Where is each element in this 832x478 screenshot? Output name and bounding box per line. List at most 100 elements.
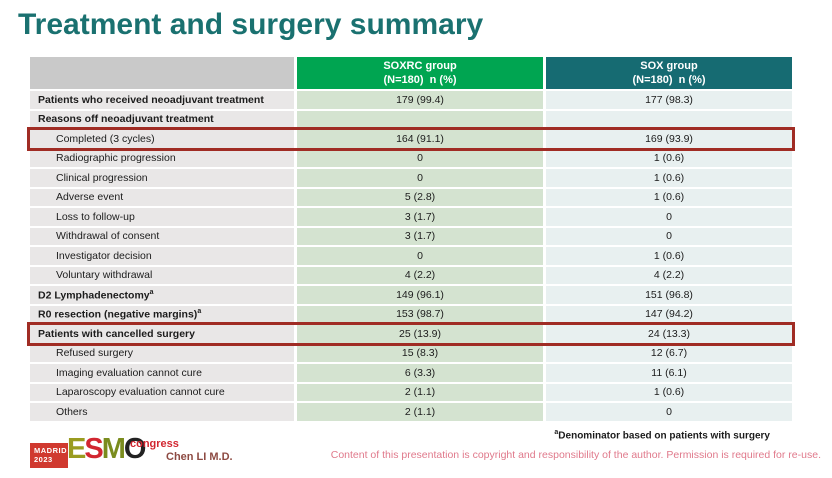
row-label: Others <box>56 405 88 418</box>
sox-value-cell <box>546 110 792 128</box>
header-row: SOXRC group (N=180) n (%) SOX group (N=1… <box>30 57 792 89</box>
table-row: Laparoscopy evaluation cannot cure 2 (1.1… <box>30 383 792 401</box>
soxrc-value-cell: 15 (8.3) <box>297 344 543 362</box>
soxrc-value-cell: 4 (2.2) <box>297 266 543 284</box>
row-label-cell: Clinical progression <box>30 169 294 187</box>
summary-table-body: Patients who received neoadjuvant treatm… <box>27 91 795 421</box>
soxrc-group-subtitle: (N=180) n (%) <box>383 74 457 86</box>
table-row: Adverse event 5 (2.8) 1 (0.6) <box>30 188 792 206</box>
soxrc-value-cell: 2 (1.1) <box>297 403 543 421</box>
row-label-cell: Loss to follow-up <box>30 208 294 226</box>
table-row: Clinical progression 0 1 (0.6) <box>30 169 792 187</box>
row-label: D2 Lymphadenectomy <box>38 289 150 301</box>
sox-value-cell: 1 (0.6) <box>546 247 792 265</box>
table-row: Refused surgery 15 (8.3) 12 (6.7) <box>30 344 792 362</box>
table-row: Completed (3 cycles) 164 (91.1) 169 (93.9) <box>27 127 795 151</box>
madrid-label: MADRID <box>34 446 67 455</box>
sox-value-cell: 147 (94.2) <box>546 305 792 323</box>
row-label-cell: Reasons off neoadjuvant treatment <box>30 110 294 128</box>
sox-value-cell: 24 (13.3) <box>546 325 792 343</box>
copyright-notice: Content of this presentation is copyrigh… <box>330 449 821 461</box>
sox-value-cell: 151 (96.8) <box>546 286 792 304</box>
table-row: Investigator decision 0 1 (0.6) <box>30 247 792 265</box>
esmo-letter-m: M <box>101 433 126 465</box>
soxrc-value-cell <box>297 110 543 128</box>
table-row: Imaging evaluation cannot cure 6 (3.3) 11 … <box>30 364 792 382</box>
row-label: Loss to follow-up <box>56 210 135 223</box>
row-label: Imaging evaluation cannot cure <box>56 366 202 379</box>
author-name: Chen LI M.D. <box>166 451 233 463</box>
esmo-congress-logo: MADRID 2023 ESMO congress <box>30 433 205 474</box>
soxrc-value-cell: 0 <box>297 247 543 265</box>
sox-value-cell: 1 (0.6) <box>546 149 792 167</box>
table-row: Withdrawal of consent 3 (1.7) 0 <box>30 227 792 245</box>
row-label: Refused surgery <box>56 347 134 360</box>
esmo-letter-o: O <box>123 433 147 465</box>
row-label: Radiographic progression <box>56 152 176 165</box>
footnote: aDenominator based on patients with surg… <box>554 429 770 441</box>
soxrc-group-title: SOXRC group <box>383 59 457 72</box>
sox-value-cell: 0 <box>546 227 792 245</box>
soxrc-value-cell: 2 (1.1) <box>297 383 543 401</box>
table-row: Loss to follow-up 3 (1.7) 0 <box>30 208 792 226</box>
row-label-cell: R0 resection (negative margins)a <box>30 305 294 323</box>
table-row: Radiographic progression 0 1 (0.6) <box>30 149 792 167</box>
row-label-cell: Patients with cancelled surgery <box>30 325 294 343</box>
row-label: R0 resection (negative margins) <box>38 308 198 321</box>
row-label-cell: Completed (3 cycles) <box>30 130 294 148</box>
row-label: Clinical progression <box>56 171 148 184</box>
row-label: Withdrawal of consent <box>56 230 160 243</box>
soxrc-value-cell: 0 <box>297 149 543 167</box>
sox-value-cell: 1 (0.6) <box>546 383 792 401</box>
congress-label: congress <box>130 438 179 450</box>
row-label: Patients with cancelled surgery <box>38 327 195 340</box>
table-row: R0 resection (negative margins)a 153 (98.… <box>30 305 792 323</box>
row-label-superscript: a <box>197 308 202 315</box>
soxrc-value-cell: 0 <box>297 169 543 187</box>
summary-table: SOXRC group (N=180) n (%) SOX group (N=1… <box>27 55 795 423</box>
sox-value-cell: 11 (6.1) <box>546 364 792 382</box>
row-label-cell: Investigator decision <box>30 247 294 265</box>
row-label-cell: Adverse event <box>30 188 294 206</box>
row-label: Patients who received neoadjuvant treatm… <box>38 93 264 106</box>
soxrc-value-cell: 5 (2.8) <box>297 188 543 206</box>
table-row: Others 2 (1.1) 0 <box>30 403 792 421</box>
footnote-superscript: a <box>554 429 559 436</box>
table-row: D2 Lymphadenectomya 149 (96.1) 151 (96.8) <box>30 286 792 304</box>
row-label: Investigator decision <box>56 249 152 262</box>
sox-value-cell: 0 <box>546 208 792 226</box>
row-label: Reasons off neoadjuvant treatment <box>38 113 214 126</box>
sox-value-cell: 169 (93.9) <box>546 130 792 148</box>
sox-group-title: SOX group <box>640 59 698 72</box>
header-sox-cell: SOX group (N=180) n (%) <box>546 57 792 89</box>
soxrc-value-cell: 3 (1.7) <box>297 227 543 245</box>
esmo-wordmark: ESMO <box>67 433 147 466</box>
header-empty-cell <box>30 57 294 89</box>
table-row: Patients who received neoadjuvant treatm… <box>30 91 792 109</box>
row-label-cell: Patients who received neoadjuvant treatm… <box>30 91 294 109</box>
row-label-cell: Imaging evaluation cannot cure <box>30 364 294 382</box>
row-label-cell: Withdrawal of consent <box>30 227 294 245</box>
row-label-cell: Radiographic progression <box>30 149 294 167</box>
soxrc-value-cell: 179 (99.4) <box>297 91 543 109</box>
soxrc-value-cell: 6 (3.3) <box>297 364 543 382</box>
table-row: Reasons off neoadjuvant treatment <box>30 110 792 128</box>
sox-value-cell: 4 (2.2) <box>546 266 792 284</box>
sox-value-cell: 0 <box>546 403 792 421</box>
table-row: Voluntary withdrawal 4 (2.2) 4 (2.2) <box>30 266 792 284</box>
soxrc-value-cell: 164 (91.1) <box>297 130 543 148</box>
year-label: 2023 <box>34 455 53 465</box>
soxrc-value-cell: 149 (96.1) <box>297 286 543 304</box>
footnote-text: Denominator based on patients with surge… <box>558 430 770 442</box>
row-label: Voluntary withdrawal <box>56 269 153 282</box>
table-header: SOXRC group (N=180) n (%) SOX group (N=1… <box>30 57 792 89</box>
esmo-letter-s: S <box>84 433 103 465</box>
header-soxrc-cell: SOXRC group (N=180) n (%) <box>297 57 543 89</box>
sox-value-cell: 177 (98.3) <box>546 91 792 109</box>
row-label-cell: Laparoscopy evaluation cannot cure <box>30 383 294 401</box>
sox-value-cell: 1 (0.6) <box>546 169 792 187</box>
soxrc-value-cell: 153 (98.7) <box>297 305 543 323</box>
page-title: Treatment and surgery summary <box>18 8 484 41</box>
row-label: Completed (3 cycles) <box>56 132 155 145</box>
